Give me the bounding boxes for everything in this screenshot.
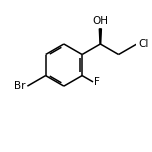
Text: Br: Br [14,81,26,91]
Text: Cl: Cl [138,39,149,49]
Text: OH: OH [92,16,108,26]
Polygon shape [99,29,101,44]
Text: F: F [94,77,100,87]
